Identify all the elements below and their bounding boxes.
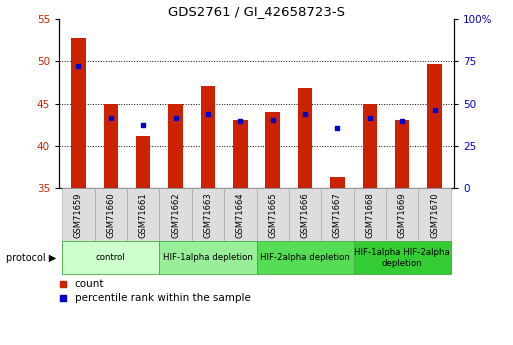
Bar xyxy=(160,188,192,241)
Text: GSM71662: GSM71662 xyxy=(171,192,180,238)
Bar xyxy=(192,188,224,241)
Text: HIF-1alpha depletion: HIF-1alpha depletion xyxy=(163,253,253,263)
Bar xyxy=(353,188,386,241)
Bar xyxy=(201,86,215,188)
Text: GSM71660: GSM71660 xyxy=(106,192,115,238)
Bar xyxy=(256,188,289,241)
Text: GSM71669: GSM71669 xyxy=(398,192,407,238)
Bar xyxy=(419,188,451,241)
Text: GSM71667: GSM71667 xyxy=(333,192,342,238)
Text: GSM71668: GSM71668 xyxy=(365,192,374,238)
Text: HIF-1alpha HIF-2alpha
depletion: HIF-1alpha HIF-2alpha depletion xyxy=(354,248,450,268)
Bar xyxy=(395,120,409,188)
Bar xyxy=(298,88,312,188)
Text: control: control xyxy=(96,253,126,263)
Text: GSM71664: GSM71664 xyxy=(236,192,245,238)
Bar xyxy=(256,241,353,274)
Text: GSM71663: GSM71663 xyxy=(204,192,212,238)
Text: percentile rank within the sample: percentile rank within the sample xyxy=(75,294,251,303)
Text: GSM71665: GSM71665 xyxy=(268,192,277,238)
Bar xyxy=(353,241,451,274)
Text: HIF-2alpha depletion: HIF-2alpha depletion xyxy=(260,253,350,263)
Bar xyxy=(386,188,419,241)
Text: GSM71670: GSM71670 xyxy=(430,192,439,238)
Bar xyxy=(62,241,160,274)
Bar xyxy=(265,112,280,188)
Bar xyxy=(71,38,86,188)
Text: protocol ▶: protocol ▶ xyxy=(6,253,56,263)
Text: GSM71666: GSM71666 xyxy=(301,192,309,238)
Text: GSM71659: GSM71659 xyxy=(74,192,83,237)
Title: GDS2761 / GI_42658723-S: GDS2761 / GI_42658723-S xyxy=(168,5,345,18)
Bar xyxy=(289,188,321,241)
Bar xyxy=(94,188,127,241)
Bar xyxy=(233,120,248,188)
Bar xyxy=(104,104,118,188)
Bar xyxy=(62,188,94,241)
Bar xyxy=(160,241,256,274)
Bar xyxy=(321,188,353,241)
Bar xyxy=(427,64,442,188)
Text: GSM71661: GSM71661 xyxy=(139,192,148,238)
Bar xyxy=(136,137,150,188)
Bar xyxy=(330,177,345,188)
Text: count: count xyxy=(75,279,104,289)
Bar xyxy=(363,104,377,188)
Bar xyxy=(127,188,160,241)
Bar xyxy=(168,104,183,188)
Bar xyxy=(224,188,256,241)
